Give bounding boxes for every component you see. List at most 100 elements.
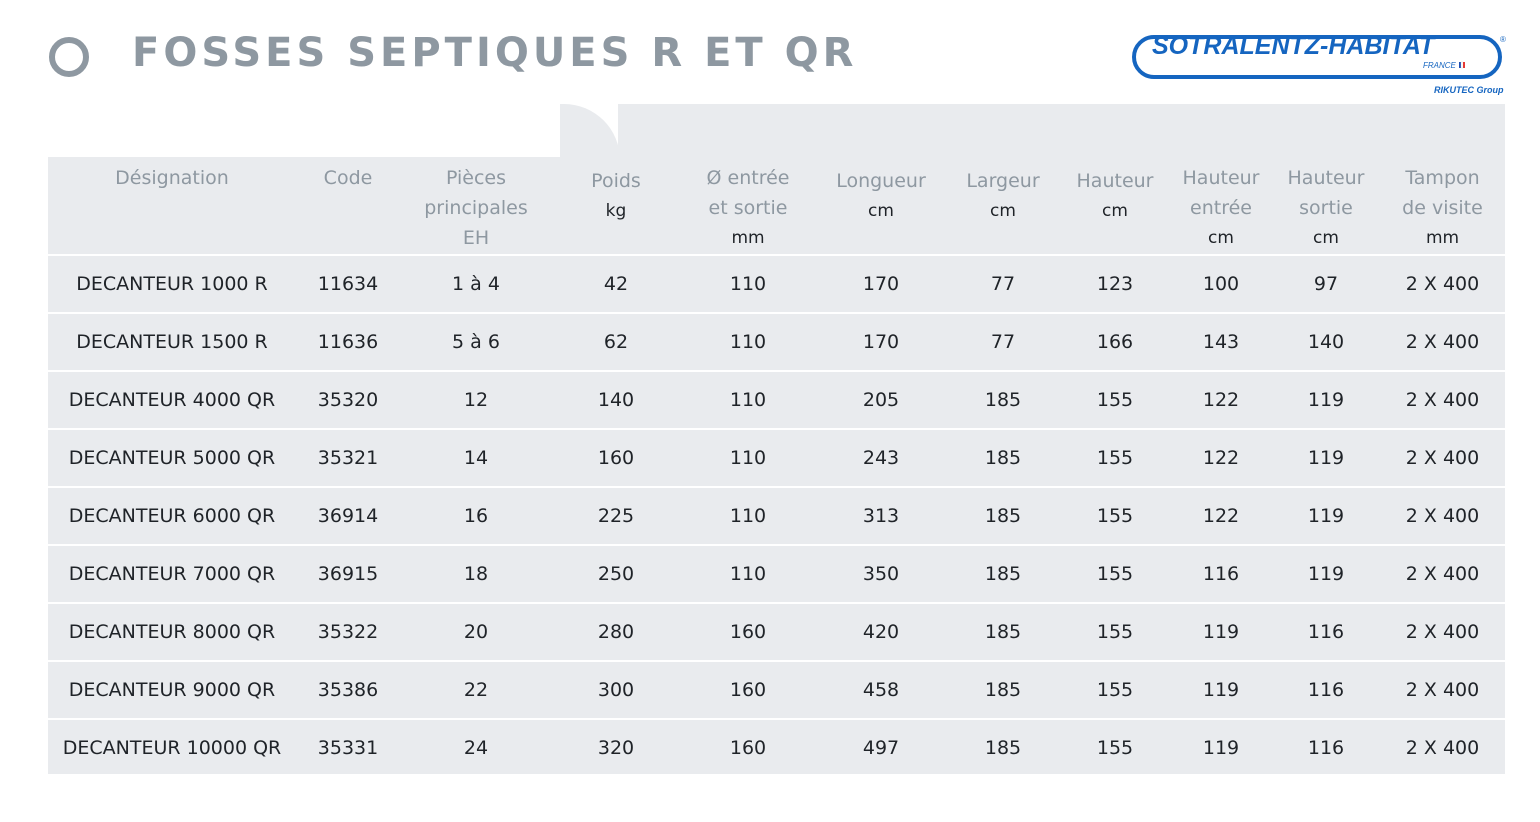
table-row: DECANTEUR 1500 R 11636 5 à 6 62 110 170 … [48,312,1505,371]
cell-code: 35320 [296,370,400,429]
cell-tampon: 2 X 400 [1380,428,1505,487]
cell-pieces: 1 à 4 [400,254,552,313]
table-row: DECANTEUR 1000 R 11634 1 à 4 42 110 170 … [48,254,1505,313]
cell-largeur: 77 [946,312,1060,371]
cell-largeur: 185 [946,544,1060,603]
column-header-poids: Poids kg [552,157,680,255]
cell-largeur: 185 [946,370,1060,429]
cell-hauteur-sortie: 119 [1272,370,1380,429]
cell-code: 35386 [296,660,400,719]
cell-diametre: 110 [680,312,816,371]
cell-hauteur: 155 [1060,486,1170,545]
cell-hauteur-sortie: 119 [1272,428,1380,487]
table-row: DECANTEUR 7000 QR 36915 18 250 110 350 1… [48,544,1505,603]
cell-hauteur-sortie: 97 [1272,254,1380,313]
column-header-diametre: Ø entrée et sortie mm [680,157,816,255]
cell-hauteur: 155 [1060,544,1170,603]
cell-hauteur: 155 [1060,370,1170,429]
cell-hauteur: 155 [1060,660,1170,719]
cell-longueur: 170 [816,254,946,313]
cell-pieces: 20 [400,602,552,661]
cell-diametre: 160 [680,602,816,661]
cell-tampon: 2 X 400 [1380,602,1505,661]
cell-pieces: 22 [400,660,552,719]
cell-tampon: 2 X 400 [1380,718,1505,776]
cell-hauteur-entree: 122 [1170,370,1272,429]
cell-poids: 160 [552,428,680,487]
unit-label: mm [731,228,765,248]
cell-pieces: 18 [400,544,552,603]
specifications-table: Désignation Code Pièces principales EH P… [48,157,1505,776]
cell-diametre: 160 [680,718,816,776]
cell-poids: 140 [552,370,680,429]
table-row: DECANTEUR 4000 QR 35320 12 140 110 205 1… [48,370,1505,429]
cell-pieces: 12 [400,370,552,429]
cell-largeur: 185 [946,660,1060,719]
cell-designation: DECANTEUR 10000 QR [48,718,296,776]
column-header-designation: Désignation [115,167,229,189]
cell-tampon: 2 X 400 [1380,312,1505,371]
unit-label: cm [868,201,894,221]
cell-hauteur-entree: 143 [1170,312,1272,371]
cell-pieces: 5 à 6 [400,312,552,371]
cell-pieces: 24 [400,718,552,776]
cell-longueur: 350 [816,544,946,603]
cell-pieces: 16 [400,486,552,545]
cell-designation: DECANTEUR 6000 QR [48,486,296,545]
page-title: FOSSES SEPTIQUES R ET QR [132,30,858,76]
column-header-hauteur-entree: Hauteur entrée cm [1170,157,1272,255]
cell-poids: 62 [552,312,680,371]
unit-label: kg [605,201,627,221]
cell-hauteur: 123 [1060,254,1170,313]
cell-designation: DECANTEUR 9000 QR [48,660,296,719]
cell-hauteur-entree: 119 [1170,602,1272,661]
cell-code: 35322 [296,602,400,661]
cell-designation: DECANTEUR 7000 QR [48,544,296,603]
cell-longueur: 205 [816,370,946,429]
cell-longueur: 458 [816,660,946,719]
unit-label: cm [1208,228,1234,248]
column-header-tampon: Tampon de visite mm [1380,157,1505,255]
sotralentz-habitat-logo: SOTRALENTZ-HABITAT ® FRANCE RIKUTEC Grou… [1132,32,1506,95]
cell-hauteur-sortie: 116 [1272,602,1380,661]
cell-hauteur: 155 [1060,428,1170,487]
cell-hauteur-sortie: 116 [1272,718,1380,776]
cell-code: 36914 [296,486,400,545]
cell-diametre: 160 [680,660,816,719]
cell-longueur: 420 [816,602,946,661]
cell-hauteur-entree: 122 [1170,428,1272,487]
unit-label: cm [1102,201,1128,221]
table-row: DECANTEUR 5000 QR 35321 14 160 110 243 1… [48,428,1505,487]
column-header-largeur: Largeur cm [946,157,1060,255]
cell-longueur: 313 [816,486,946,545]
cell-hauteur: 155 [1060,718,1170,776]
column-header-hauteur-sortie: Hauteur sortie cm [1272,157,1380,255]
cell-pieces: 14 [400,428,552,487]
cell-tampon: 2 X 400 [1380,660,1505,719]
cell-hauteur-sortie: 119 [1272,544,1380,603]
cell-hauteur-sortie: 116 [1272,660,1380,719]
cell-largeur: 185 [946,718,1060,776]
cell-hauteur: 155 [1060,602,1170,661]
column-header-pieces: Pièces principales EH [424,167,528,249]
cell-tampon: 2 X 400 [1380,544,1505,603]
unit-label: cm [990,201,1016,221]
table-row: DECANTEUR 9000 QR 35386 22 300 160 458 1… [48,660,1505,719]
cell-code: 36915 [296,544,400,603]
cell-hauteur-entree: 119 [1170,660,1272,719]
cell-poids: 42 [552,254,680,313]
logo-group-text: RIKUTEC Group [1434,85,1504,95]
cell-longueur: 497 [816,718,946,776]
table-row: DECANTEUR 8000 QR 35322 20 280 160 420 1… [48,602,1505,661]
cell-tampon: 2 X 400 [1380,486,1505,545]
cell-hauteur-entree: 116 [1170,544,1272,603]
cell-poids: 280 [552,602,680,661]
cell-code: 35331 [296,718,400,776]
table-row: DECANTEUR 10000 QR 35331 24 320 160 497 … [48,718,1505,776]
cell-designation: DECANTEUR 5000 QR [48,428,296,487]
cell-designation: DECANTEUR 8000 QR [48,602,296,661]
cell-code: 11634 [296,254,400,313]
table-header-row: Désignation Code Pièces principales EH P… [48,157,1505,255]
cell-designation: DECANTEUR 1000 R [48,254,296,313]
unit-label: mm [1425,228,1460,248]
